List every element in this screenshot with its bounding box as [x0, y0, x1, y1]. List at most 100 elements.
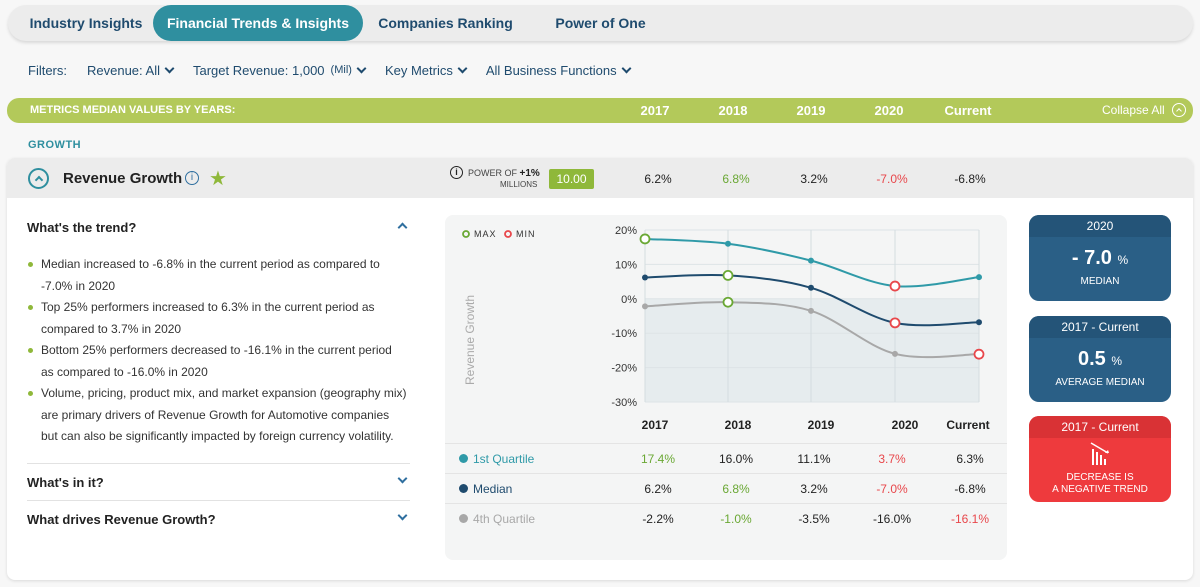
kpi-header: 2020 [1029, 215, 1171, 237]
table-cell: 6.3% [956, 452, 984, 466]
x-tick-label: 2019 [808, 418, 835, 432]
table-row: Median 6.2% 6.8% 3.2% -7.0% -6.8% [445, 473, 1007, 503]
filter-target-label: Target Revenue: 1,000 [193, 62, 325, 78]
filters-label: Filters: [28, 62, 67, 78]
trend-bullet: Top 25% performers increased to 6.3% in … [27, 297, 407, 340]
chevron-down-icon [397, 473, 408, 484]
metric-value: 6.2% [644, 172, 672, 186]
metric-card: Revenue Growth i ★ i POWER OF +1% MILLIO… [7, 158, 1193, 580]
x-tick-label: 2017 [642, 418, 669, 432]
table-cell: -1.0% [720, 512, 752, 526]
trend-bullets: Median increased to -6.8% in the current… [27, 254, 407, 448]
metrics-header-bar: METRICS MEDIAN VALUES BY YEARS: 2017 201… [7, 98, 1193, 123]
collapse-metric-icon[interactable] [28, 168, 49, 189]
kpi-average-median: 2017 - Current 0.5 % AVERAGE MEDIAN [1029, 316, 1171, 402]
filter-target-revenue[interactable]: Target Revenue: 1,000 (Mil) [193, 62, 367, 78]
divider [27, 500, 410, 501]
accordion-drivers[interactable]: What drives Revenue Growth? [27, 510, 410, 527]
y-tick-label: -20% [611, 363, 637, 375]
table-cell: -16.0% [872, 512, 912, 526]
data-point [808, 257, 814, 264]
kpi-trend: 2017 - Current DECREASE IS A NEGATIVE TRE… [1029, 416, 1171, 502]
filter-key-metrics[interactable]: Key Metrics [384, 62, 468, 78]
table-cell: -2.2% [642, 512, 674, 526]
metric-header-row: Revenue Growth i ★ i POWER OF +1% MILLIO… [7, 158, 1193, 198]
min-marker [973, 348, 985, 360]
tab-financial-trends[interactable]: Financial Trends & Insights [153, 5, 363, 41]
table-cell: 17.4% [640, 452, 676, 466]
y-tick-label: -30% [611, 397, 637, 409]
filters-bar: Filters: Revenue: All Target Revenue: 1,… [28, 60, 632, 80]
tab-bar: Industry Insights Financial Trends & Ins… [8, 5, 1193, 41]
kpi-2020-median: 2020 - 7.0 % MEDIAN [1029, 215, 1171, 301]
max-marker [722, 296, 734, 308]
chevron-down-icon [621, 63, 632, 73]
info-icon[interactable]: i [185, 171, 199, 185]
power-value-badge[interactable]: 10.00 [549, 169, 594, 189]
year-header: 2018 [718, 103, 748, 118]
table-cell: -6.8% [954, 482, 986, 496]
kpi-label: AVERAGE MEDIAN [1055, 377, 1145, 388]
filter-key-metrics-label: Key Metrics [384, 62, 453, 78]
filter-revenue[interactable]: Revenue: All [87, 62, 175, 78]
x-tick-label: Current [946, 418, 989, 432]
collapse-all-button[interactable]: Collapse All [1102, 98, 1187, 123]
metric-value: 6.8% [722, 172, 750, 186]
power-unit: MILLIONS [500, 180, 538, 189]
trend-bullet: Volume, pricing, product mix, and market… [27, 383, 407, 448]
max-marker [639, 233, 651, 245]
table-cell: -7.0% [876, 482, 908, 496]
accordion-whats-in-it[interactable]: What's in it? [27, 473, 410, 490]
series-label: 4th Quartile [473, 512, 536, 526]
data-point [808, 307, 814, 314]
collapse-all-label: Collapse All [1102, 103, 1165, 117]
section-label: GROWTH [28, 139, 82, 151]
table-cell: -3.5% [798, 512, 830, 526]
data-point [725, 240, 731, 247]
trend-bullet: Bottom 25% performers decreased to -16.1… [27, 340, 407, 383]
filter-business-functions[interactable]: All Business Functions [485, 62, 632, 78]
data-point [892, 350, 898, 357]
series-dot-icon [459, 514, 468, 523]
max-marker [722, 270, 734, 281]
table-cell: 16.0% [718, 452, 754, 466]
legend-min-label: MIN [516, 229, 536, 239]
tab-industry-insights[interactable]: Industry Insights [29, 15, 143, 31]
metric-value: 3.2% [800, 172, 828, 186]
metric-value: -7.0% [876, 172, 908, 186]
accordion-title: What drives Revenue Growth? [27, 512, 216, 527]
year-header: 2017 [640, 103, 670, 118]
series-label: 1st Quartile [473, 452, 535, 466]
filter-revenue-label: Revenue: All [87, 62, 160, 78]
legend-max-label: MAX [474, 229, 497, 239]
table-cell: 3.2% [800, 482, 828, 496]
negative-area [645, 298, 979, 402]
table-row: 4th Quartile -2.2% -1.0% -3.5% -16.0% -16.1% [445, 503, 1007, 533]
trend-bullet: Median increased to -6.8% in the current… [27, 254, 407, 297]
min-marker [889, 280, 901, 292]
series-dot-icon [459, 484, 468, 493]
power-info-icon[interactable]: i [450, 166, 463, 179]
metrics-bar-title: METRICS MEDIAN VALUES BY YEARS: [30, 104, 236, 116]
legend-max-marker [462, 230, 470, 238]
accordion-trend[interactable]: What's the trend? [27, 220, 410, 235]
kpi-value: 0.5 % [1077, 348, 1123, 370]
y-tick-label: -10% [611, 328, 637, 340]
kpi-label: MEDIAN [1080, 276, 1120, 287]
chart-panel: MAX MIN Revenue Growth 20% 10% 0% -10% -20% -… [445, 215, 1007, 560]
tab-power-of-one[interactable]: Power of One [555, 15, 646, 31]
legend-min-marker [504, 230, 512, 238]
divider [27, 463, 410, 464]
y-tick-label: 10% [615, 259, 637, 271]
favorite-star-icon[interactable]: ★ [209, 168, 227, 190]
filter-business-label: All Business Functions [485, 62, 617, 78]
year-header: 2020 [874, 103, 904, 118]
decreasing-bars-icon [1090, 442, 1109, 465]
kpi-header: 2017 - Current [1029, 316, 1171, 338]
kpi-header: 2017 - Current [1029, 416, 1171, 438]
table-cell: 3.7% [878, 452, 906, 466]
tab-companies-ranking[interactable]: Companies Ranking [378, 15, 513, 31]
y-tick-label: 0% [621, 294, 637, 306]
chevron-down-icon [164, 63, 175, 73]
min-marker [889, 317, 901, 329]
